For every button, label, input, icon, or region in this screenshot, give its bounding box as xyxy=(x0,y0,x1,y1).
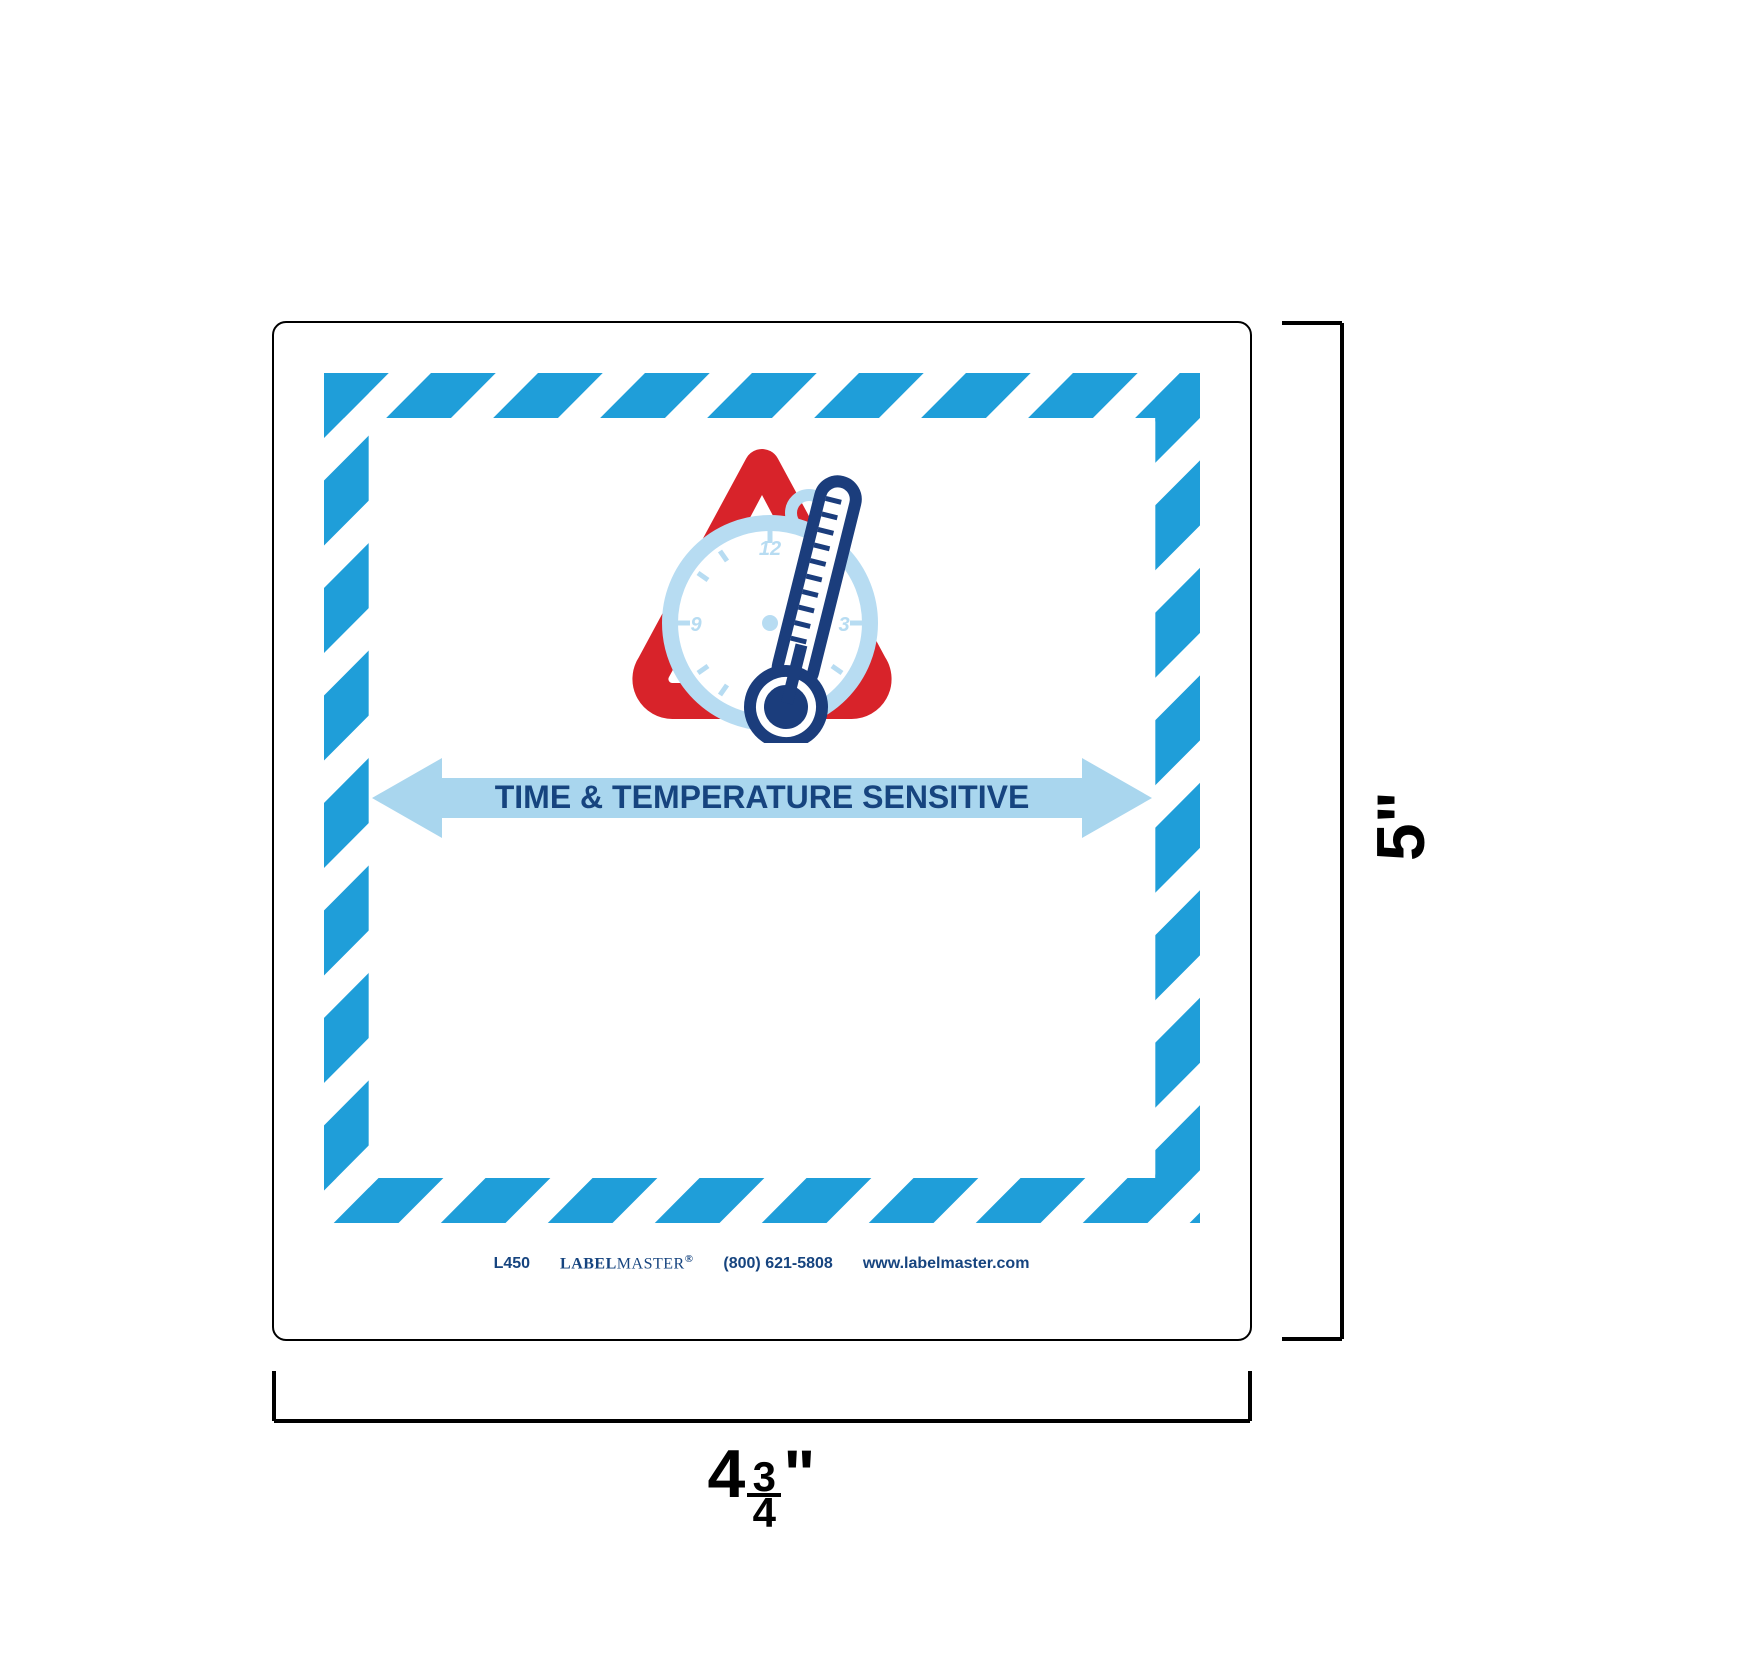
clock-12: 12 xyxy=(758,538,780,560)
brand-logo: LABELMASTER® xyxy=(560,1253,693,1273)
main-label-text: TIME & TEMPERATURE SENSITIVE xyxy=(494,779,1029,815)
clock-9: 9 xyxy=(690,614,702,636)
clock-3: 3 xyxy=(838,614,849,636)
website-url: www.labelmaster.com xyxy=(863,1255,1030,1273)
product-code: L450 xyxy=(494,1255,530,1273)
height-dimension: 5" xyxy=(1282,321,1442,1341)
figure-wrapper: 12 3 6 9 xyxy=(272,321,1472,1341)
width-dim-line xyxy=(272,1371,1252,1431)
shipping-label-card: 12 3 6 9 xyxy=(272,321,1252,1341)
label-footer: L450 LABELMASTER® (800) 621-5808 www.lab… xyxy=(324,1253,1200,1273)
width-dim-label: 434" xyxy=(272,1435,1252,1528)
width-dimension: 434" xyxy=(272,1371,1252,1511)
time-temp-icon: 12 3 6 9 xyxy=(602,443,922,743)
label-content: 12 3 6 9 xyxy=(374,423,1150,1173)
phone-number: (800) 621-5808 xyxy=(723,1255,832,1273)
height-dim-label: 5" xyxy=(1362,791,1440,861)
arrow-banner: TIME & TEMPERATURE SENSITIVE xyxy=(372,753,1152,843)
hazard-striped-border: 12 3 6 9 xyxy=(324,373,1200,1223)
